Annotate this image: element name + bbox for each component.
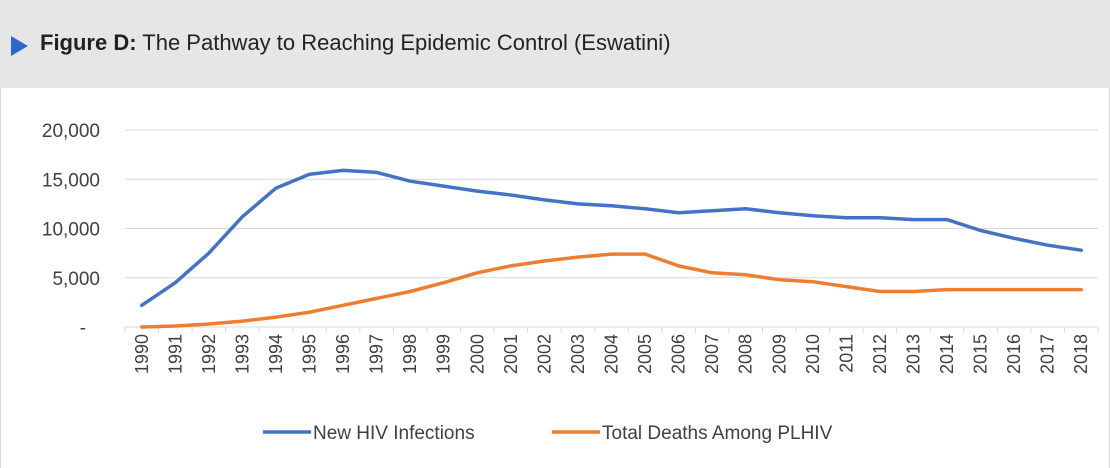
series-line-new-hiv-infections bbox=[140, 168, 1083, 308]
x-tick-label: 2003 bbox=[568, 334, 588, 374]
y-tick-label: 5,000 bbox=[52, 269, 100, 290]
x-tick-label: 2014 bbox=[937, 334, 957, 374]
x-tick-label: 2016 bbox=[1004, 334, 1024, 374]
figure-prefix: Figure D: bbox=[40, 30, 137, 55]
x-tick-label: 2018 bbox=[1071, 334, 1091, 374]
x-tick-label: 2000 bbox=[467, 334, 487, 374]
x-tick-label: 2006 bbox=[669, 334, 689, 374]
y-tick-label: 10,000 bbox=[42, 220, 100, 241]
x-tick-label: 1993 bbox=[232, 334, 252, 374]
x-tick-label: 1999 bbox=[434, 334, 454, 374]
legend-label: New HIV Infections bbox=[313, 423, 475, 444]
x-tick-label: 2004 bbox=[602, 334, 622, 374]
x-tick-label: 2017 bbox=[1038, 334, 1058, 374]
x-tick-label: 1994 bbox=[266, 334, 286, 374]
x-tick-label: 2005 bbox=[635, 334, 655, 374]
figure-title-text: The Pathway to Reaching Epidemic Control… bbox=[142, 30, 671, 55]
x-tick-label: 2010 bbox=[803, 334, 823, 374]
x-tick-label: 2011 bbox=[836, 334, 856, 373]
x-tick-label: 1995 bbox=[300, 334, 320, 374]
legend-label: Total Deaths Among PLHIV bbox=[602, 423, 833, 444]
y-tick-label: 20,000 bbox=[42, 121, 100, 142]
x-tick-label: 2009 bbox=[769, 334, 789, 374]
x-tick-label: 2013 bbox=[903, 334, 923, 374]
x-tick-label: 2008 bbox=[736, 334, 756, 374]
x-tick-label: 1997 bbox=[367, 334, 387, 374]
x-tick-label: 1998 bbox=[400, 334, 420, 374]
x-tick-label: 1990 bbox=[132, 334, 152, 374]
x-tick-label: 2001 bbox=[501, 334, 521, 374]
x-tick-label: 1991 bbox=[165, 334, 185, 374]
y-tick-label: - bbox=[80, 318, 86, 339]
y-tick-label: 15,000 bbox=[42, 170, 100, 191]
figure-header: Figure D: The Pathway to Reaching Epidem… bbox=[0, 0, 1110, 88]
x-tick-label: 2012 bbox=[870, 334, 890, 374]
x-tick-label: 2007 bbox=[702, 334, 722, 374]
x-tick-label: 2002 bbox=[534, 334, 554, 374]
series-line-total-deaths bbox=[140, 252, 1083, 329]
triangle-arrow-icon bbox=[11, 36, 28, 56]
x-tick-label: 1996 bbox=[333, 334, 353, 374]
x-tick-label: 2015 bbox=[971, 334, 991, 374]
figure-title: Figure D: The Pathway to Reaching Epidem… bbox=[40, 30, 671, 56]
x-tick-label: 1992 bbox=[199, 334, 219, 374]
